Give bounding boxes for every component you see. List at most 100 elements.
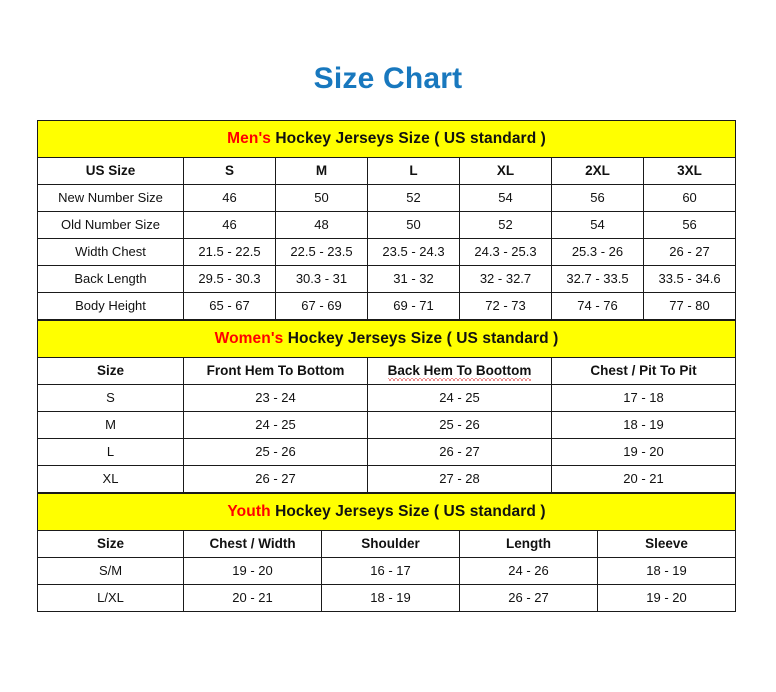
mens-band-cell: Men's Hockey Jerseys Size ( US standard …: [36, 120, 737, 158]
youth-size-label: L/XL: [37, 584, 184, 612]
mens-cell: 52: [367, 184, 460, 212]
mens-cell: 72 - 73: [459, 292, 552, 320]
table-row: L 25 - 26 26 - 27 19 - 20: [37, 438, 736, 466]
table-row: M 24 - 25 25 - 26 18 - 19: [37, 411, 736, 439]
table-row: Width Chest 21.5 - 22.5 22.5 - 23.5 23.5…: [37, 238, 737, 266]
mens-cell: 50: [275, 184, 368, 212]
table-row: Old Number Size 46 48 50 52 54 56: [37, 211, 737, 239]
womens-cell: 25 - 26: [367, 411, 552, 439]
table-row: L/XL 20 - 21 18 - 19 26 - 27 19 - 20: [37, 584, 737, 612]
mens-cell: 22.5 - 23.5: [275, 238, 368, 266]
table-row: Back Length 29.5 - 30.3 30.3 - 31 31 - 3…: [37, 265, 737, 293]
mens-cell: 32 - 32.7: [459, 265, 552, 293]
womens-size-label: L: [37, 438, 184, 466]
mens-col-header: L: [367, 157, 460, 185]
mens-cell: 24.3 - 25.3: [459, 238, 552, 266]
youth-section-band: Youth Hockey Jerseys Size ( US standard …: [36, 493, 737, 531]
mens-row-label: New Number Size: [37, 184, 184, 212]
womens-cell: 23 - 24: [183, 384, 368, 412]
mens-row-label: Back Length: [37, 265, 184, 293]
table-row: New Number Size 46 50 52 54 56 60: [37, 184, 737, 212]
youth-col-header: Chest / Width: [183, 530, 322, 558]
mens-row-label: Old Number Size: [37, 211, 184, 239]
mens-cell: 67 - 69: [275, 292, 368, 320]
womens-cell: 26 - 27: [183, 465, 368, 493]
womens-cell: 20 - 21: [551, 465, 736, 493]
youth-band-rest: Hockey Jerseys Size ( US standard ): [270, 502, 546, 520]
youth-col-header: Length: [459, 530, 598, 558]
youth-cell: 26 - 27: [459, 584, 598, 612]
womens-cell: 17 - 18: [551, 384, 736, 412]
womens-cell: 24 - 25: [183, 411, 368, 439]
mens-cell: 54: [459, 184, 552, 212]
mens-cell: 52: [459, 211, 552, 239]
mens-cell: 60: [642, 184, 737, 212]
mens-cell: 33.5 - 34.6: [642, 265, 737, 293]
mens-col-header: M: [275, 157, 368, 185]
mens-row-label: Width Chest: [37, 238, 184, 266]
womens-band-rest: Hockey Jerseys Size ( US standard ): [283, 329, 559, 347]
youth-cell: 18 - 19: [596, 557, 737, 585]
mens-cell: 26 - 27: [642, 238, 737, 266]
mens-cell: 46: [183, 184, 276, 212]
mens-cell: 46: [183, 211, 276, 239]
mens-cell: 25.3 - 26: [551, 238, 644, 266]
youth-cell: 24 - 26: [459, 557, 598, 585]
youth-size-label: S/M: [37, 557, 184, 585]
womens-band-cell: Women's Hockey Jerseys Size ( US standar…: [37, 320, 736, 358]
youth-cell: 19 - 20: [183, 557, 322, 585]
mens-cell: 65 - 67: [183, 292, 276, 320]
womens-size-table: Women's Hockey Jerseys Size ( US standar…: [37, 320, 736, 493]
womens-section-band: Women's Hockey Jerseys Size ( US standar…: [37, 320, 736, 358]
mens-col-header: US Size: [37, 157, 184, 185]
table-row: XL 26 - 27 27 - 28 20 - 21: [37, 465, 736, 493]
mens-section-band: Men's Hockey Jerseys Size ( US standard …: [36, 120, 737, 158]
womens-cell: 18 - 19: [551, 411, 736, 439]
misspelled-text: Back Hem To Boottom: [387, 362, 532, 382]
youth-band-cell: Youth Hockey Jerseys Size ( US standard …: [36, 493, 737, 531]
mens-row-label: Body Height: [37, 292, 184, 320]
womens-cell: 26 - 27: [367, 438, 552, 466]
womens-size-label: S: [37, 384, 184, 412]
mens-col-header: S: [183, 157, 276, 185]
table-row: S 23 - 24 24 - 25 17 - 18: [37, 384, 736, 412]
table-row: Body Height 65 - 67 67 - 69 69 - 71 72 -…: [37, 292, 737, 320]
mens-cell: 74 - 76: [551, 292, 644, 320]
womens-size-label: XL: [37, 465, 184, 493]
table-row: S/M 19 - 20 16 - 17 24 - 26 18 - 19: [37, 557, 737, 585]
womens-col-header-misspelled: Back Hem To Boottom: [367, 357, 552, 385]
womens-col-header: Chest / Pit To Pit: [551, 357, 736, 385]
youth-col-header: Sleeve: [596, 530, 737, 558]
mens-cell: 77 - 80: [642, 292, 737, 320]
mens-cell: 32.7 - 33.5: [551, 265, 644, 293]
mens-cell: 50: [367, 211, 460, 239]
womens-col-header: Size: [37, 357, 184, 385]
mens-cell: 56: [642, 211, 737, 239]
mens-cell: 48: [275, 211, 368, 239]
womens-cell: 25 - 26: [183, 438, 368, 466]
womens-band-accent: Women's: [214, 329, 284, 347]
youth-cell: 18 - 19: [321, 584, 460, 612]
mens-band-accent: Men's: [227, 129, 271, 147]
womens-cell: 24 - 25: [367, 384, 552, 412]
youth-cell: 19 - 20: [596, 584, 737, 612]
mens-cell: 21.5 - 22.5: [183, 238, 276, 266]
womens-col-header: Front Hem To Bottom: [183, 357, 368, 385]
youth-size-table: Youth Hockey Jerseys Size ( US standard …: [36, 493, 737, 612]
page-title: Size Chart: [313, 62, 463, 95]
size-tables-container: Men's Hockey Jerseys Size ( US standard …: [36, 120, 737, 612]
youth-band-accent: Youth: [227, 502, 271, 520]
mens-col-header: 3XL: [642, 157, 737, 185]
mens-cell: 30.3 - 31: [275, 265, 368, 293]
mens-cell: 31 - 32: [367, 265, 460, 293]
youth-col-header: Shoulder: [321, 530, 460, 558]
mens-col-header: 2XL: [551, 157, 644, 185]
youth-cell: 20 - 21: [183, 584, 322, 612]
womens-cell: 19 - 20: [551, 438, 736, 466]
mens-cell: 56: [551, 184, 644, 212]
mens-cell: 29.5 - 30.3: [183, 265, 276, 293]
youth-col-header: Size: [37, 530, 184, 558]
youth-header-row: Size Chest / Width Shoulder Length Sleev…: [37, 530, 737, 558]
youth-cell: 16 - 17: [321, 557, 460, 585]
